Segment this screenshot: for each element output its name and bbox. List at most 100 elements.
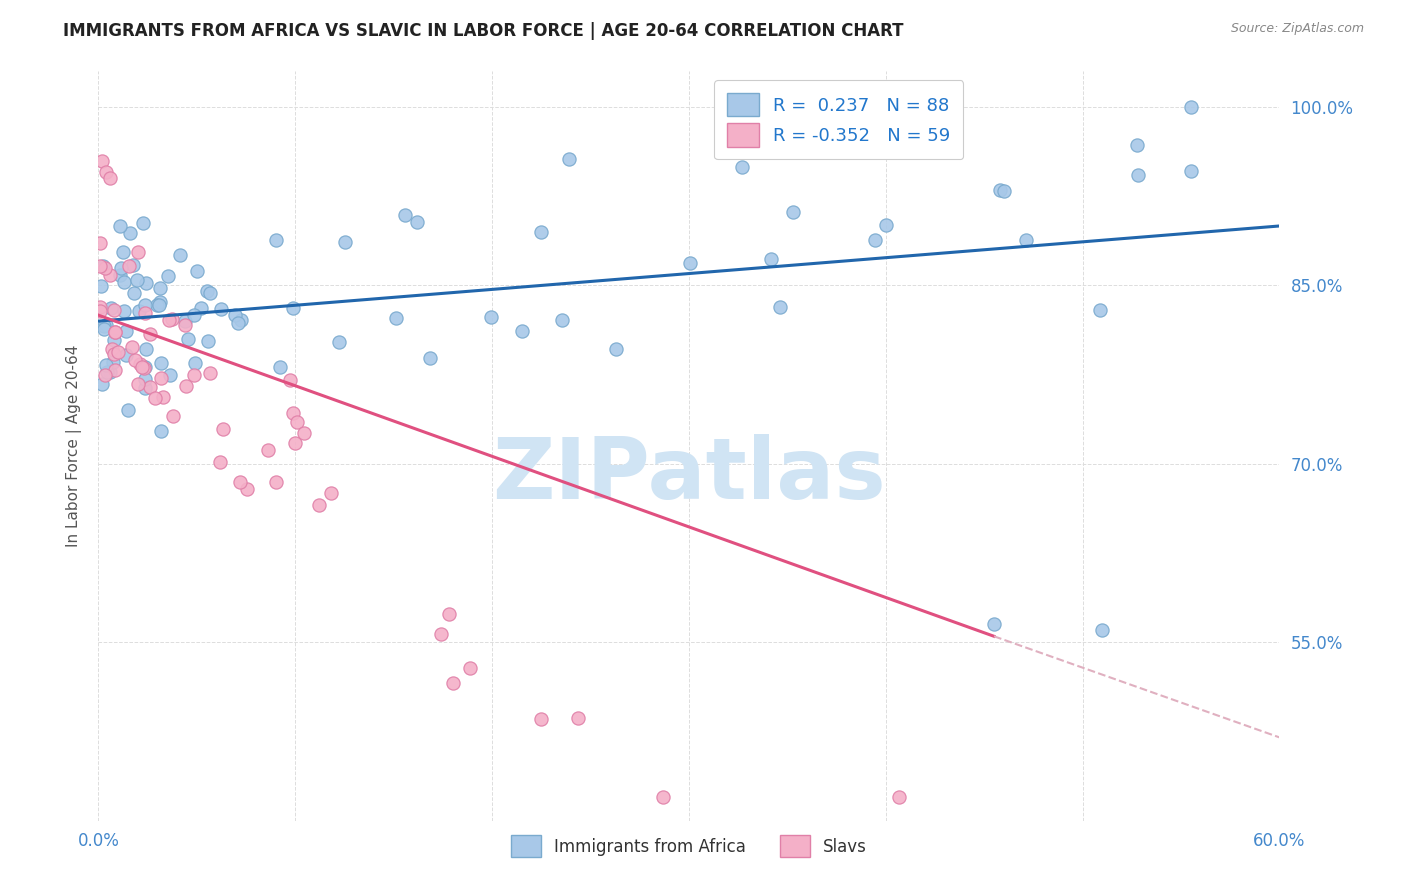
Point <box>209 301 232 316</box>
Point <box>292 425 315 440</box>
Point <box>162 409 184 423</box>
Point <box>110 260 132 275</box>
Point <box>121 258 143 272</box>
Point <box>173 314 195 328</box>
Point <box>988 183 1011 197</box>
Point <box>269 360 291 375</box>
Point <box>98 364 121 378</box>
Point <box>127 377 149 392</box>
Point <box>419 351 441 366</box>
Point <box>131 359 153 373</box>
Point <box>759 252 782 266</box>
Point <box>281 406 304 420</box>
Point <box>278 373 301 387</box>
Point <box>103 334 125 348</box>
Point <box>285 415 308 429</box>
Point <box>134 372 156 386</box>
Point <box>103 325 125 339</box>
Point <box>224 308 246 322</box>
Point <box>200 366 222 380</box>
Point <box>138 326 160 341</box>
Point <box>112 245 135 260</box>
Point <box>197 334 219 348</box>
Point <box>96 165 118 179</box>
Point <box>132 216 155 230</box>
Point <box>96 358 118 372</box>
Point <box>118 226 141 240</box>
Point <box>91 153 114 168</box>
Point <box>256 442 278 457</box>
Point <box>384 310 406 325</box>
Point <box>107 344 129 359</box>
Point <box>1015 233 1038 247</box>
Point <box>283 301 305 315</box>
Point <box>149 281 172 295</box>
Point <box>652 789 675 804</box>
Point <box>1088 303 1111 318</box>
Text: IMMIGRANTS FROM AFRICA VS SLAVIC IN LABOR FORCE | AGE 20-64 CORRELATION CHART: IMMIGRANTS FROM AFRICA VS SLAVIC IN LABO… <box>63 22 904 40</box>
Point <box>1091 624 1114 638</box>
Point <box>134 381 156 395</box>
Point <box>139 379 162 393</box>
Point <box>993 184 1015 198</box>
Point <box>405 215 427 229</box>
Point <box>183 308 205 322</box>
Point <box>1180 164 1202 178</box>
Point <box>228 316 250 330</box>
Point <box>157 313 180 327</box>
Point <box>479 310 502 324</box>
Point <box>134 306 156 320</box>
Point <box>94 318 117 332</box>
Point <box>104 363 127 377</box>
Point <box>551 313 574 327</box>
Point <box>89 259 111 273</box>
Point <box>135 276 157 290</box>
Point <box>96 365 118 379</box>
Point <box>103 302 125 317</box>
Point <box>321 485 343 500</box>
Point <box>149 295 172 310</box>
Point <box>176 379 198 393</box>
Point <box>887 789 910 804</box>
Point <box>333 235 356 250</box>
Point <box>177 332 200 346</box>
Point <box>731 160 754 174</box>
Point <box>174 318 197 332</box>
Point <box>93 322 115 336</box>
Point <box>121 340 143 354</box>
Point <box>875 219 897 233</box>
Point <box>104 325 127 339</box>
Point <box>264 475 287 489</box>
Point <box>567 711 589 725</box>
Point <box>183 368 205 383</box>
Point <box>127 244 149 259</box>
Legend: Immigrants from Africa, Slavs: Immigrants from Africa, Slavs <box>499 823 879 869</box>
Point <box>782 204 804 219</box>
Point <box>530 712 553 726</box>
Point <box>229 313 252 327</box>
Point <box>195 284 218 298</box>
Point <box>94 368 117 383</box>
Point <box>530 225 553 239</box>
Point <box>101 354 124 368</box>
Point <box>125 273 148 287</box>
Point <box>229 475 252 489</box>
Point <box>93 319 115 334</box>
Point <box>145 298 167 312</box>
Point <box>90 278 112 293</box>
Point <box>129 357 152 371</box>
Point <box>103 347 125 361</box>
Point <box>91 376 114 391</box>
Point <box>1180 100 1202 114</box>
Point <box>605 342 627 356</box>
Point <box>89 304 111 318</box>
Point <box>131 360 153 375</box>
Point <box>458 661 481 675</box>
Point <box>149 424 172 438</box>
Point <box>1126 137 1149 152</box>
Point <box>149 356 172 370</box>
Point <box>209 455 232 469</box>
Point <box>100 301 122 316</box>
Point <box>112 304 135 318</box>
Point <box>236 482 259 496</box>
